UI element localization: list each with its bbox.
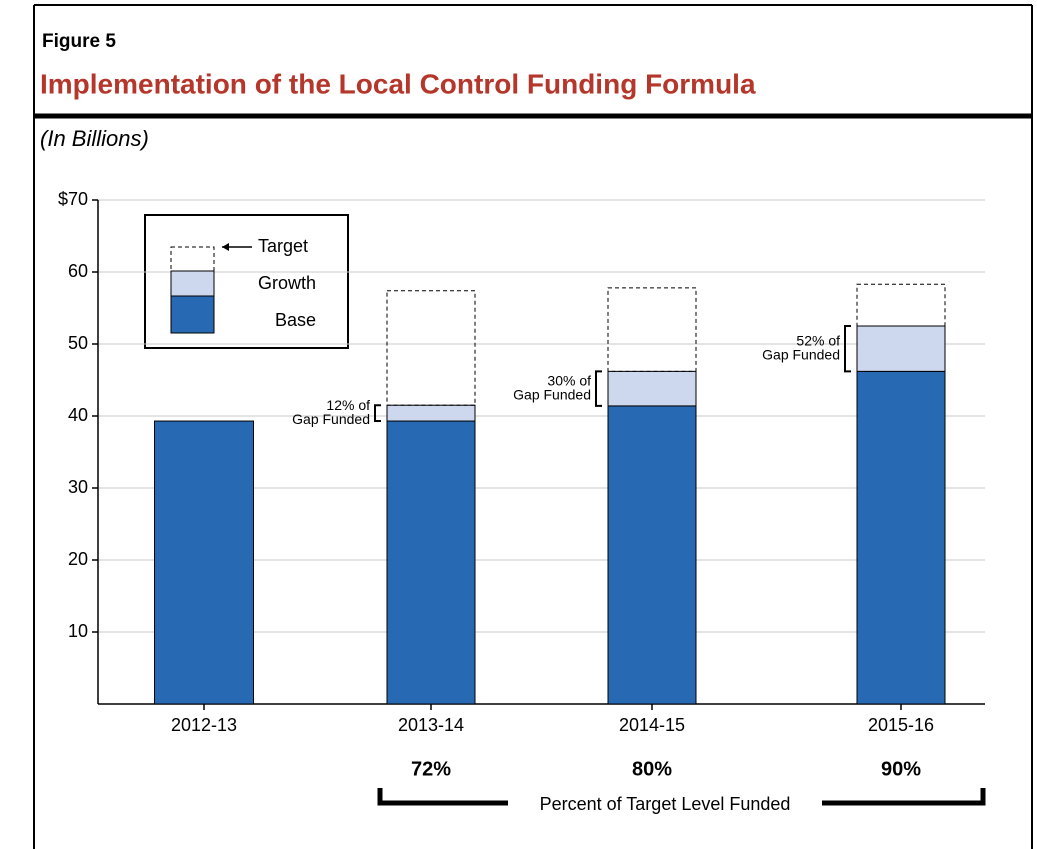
percent-funded: 72% [411,758,451,780]
legend-swatch [170,270,215,297]
target-outline [386,290,476,406]
gap-bracket [595,370,602,407]
legend-label: Target [258,236,308,256]
x-tick-label: 2013-14 [398,715,464,735]
y-tick-label: 10 [68,621,88,641]
funded-bracket [377,788,986,806]
target-outline [856,283,946,327]
percent-funded: 90% [881,758,921,780]
bar-base [154,420,254,705]
gap-label: 12% of [326,397,370,413]
bar-base [607,405,697,705]
percent-funded: 80% [632,758,672,780]
bar-growth [607,370,697,407]
y-tick-label: $70 [58,189,88,209]
x-tick-label: 2012-13 [171,715,237,735]
bar-growth [856,325,946,372]
x-tick-label: 2015-16 [868,715,934,735]
target-outline [607,287,697,372]
funded-label: Percent of Target Level Funded [540,794,791,814]
gap-label: Gap Funded [513,386,591,402]
y-tick-label: 40 [68,405,88,425]
chart-title: Implementation of the Local Control Fund… [40,68,756,99]
y-tick-label: 20 [68,549,88,569]
figure-label: Figure 5 [42,31,116,52]
gap-label: Gap Funded [762,346,840,362]
subtitle: (In Billions) [40,126,149,151]
legend-label: Base [275,310,316,330]
gap-label: 30% of [547,372,591,388]
y-tick-label: 50 [68,333,88,353]
bar-base [386,420,476,705]
bar-growth [386,404,476,422]
x-tick-label: 2014-15 [619,715,685,735]
y-tick-label: 30 [68,477,88,497]
legend-swatch [170,295,215,334]
legend-arrowhead [222,243,229,251]
bar-base [856,370,946,705]
gap-bracket [374,404,381,423]
legend-swatch [170,246,215,272]
gap-label: 52% of [796,332,840,348]
gap-bracket [844,325,851,373]
y-tick-label: 60 [68,261,88,281]
gap-label: Gap Funded [292,411,370,427]
legend-label: Growth [258,273,316,293]
